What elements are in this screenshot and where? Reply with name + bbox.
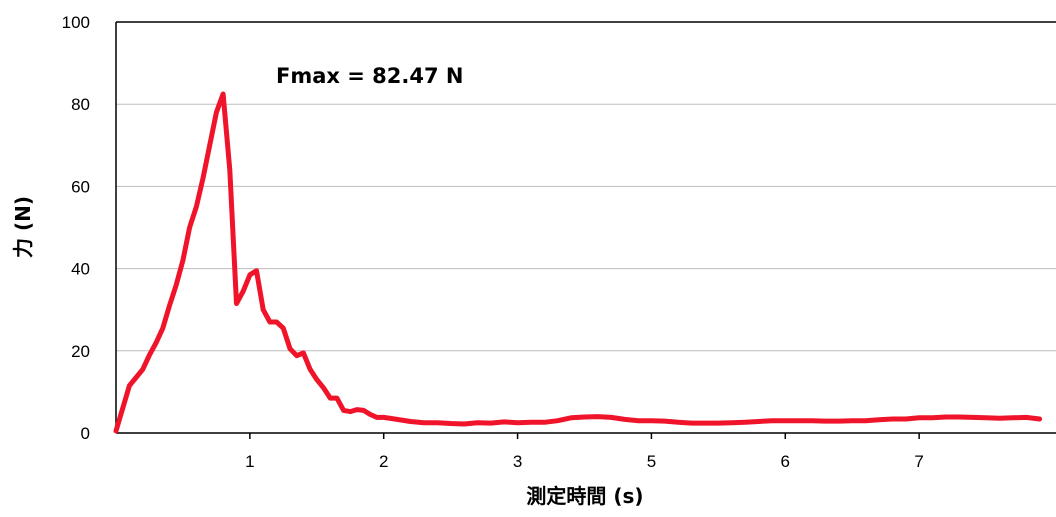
y-tick-label: 100 <box>62 13 90 32</box>
y-tick-label: 40 <box>71 260 90 279</box>
y-tick-labels: 0 20 40 60 80 100 <box>62 13 90 443</box>
gridlines <box>116 21 1056 352</box>
x-tick-label: 1 <box>245 452 254 471</box>
series-line <box>113 91 1043 434</box>
x-tick-labels: 1 2 3 5 6 7 <box>245 452 924 471</box>
y-tick-label: 20 <box>71 342 90 361</box>
x-tick-label: 2 <box>379 452 388 471</box>
x-tick-label: 7 <box>914 452 923 471</box>
series <box>113 91 1043 434</box>
x-tick-label: 6 <box>781 452 790 471</box>
x-ticks <box>249 433 920 439</box>
y-tick-label: 0 <box>81 424 90 443</box>
y-axis-title: 力 (N) <box>11 196 35 258</box>
x-axis-title: 測定時間 (s) <box>526 484 643 508</box>
x-tick-label: 3 <box>513 452 522 471</box>
fmax-annotation: Fmax = 82.47 N <box>276 64 463 88</box>
y-tick-label: 80 <box>71 95 90 114</box>
y-tick-label: 60 <box>71 177 90 196</box>
x-tick-label: 5 <box>647 452 656 471</box>
